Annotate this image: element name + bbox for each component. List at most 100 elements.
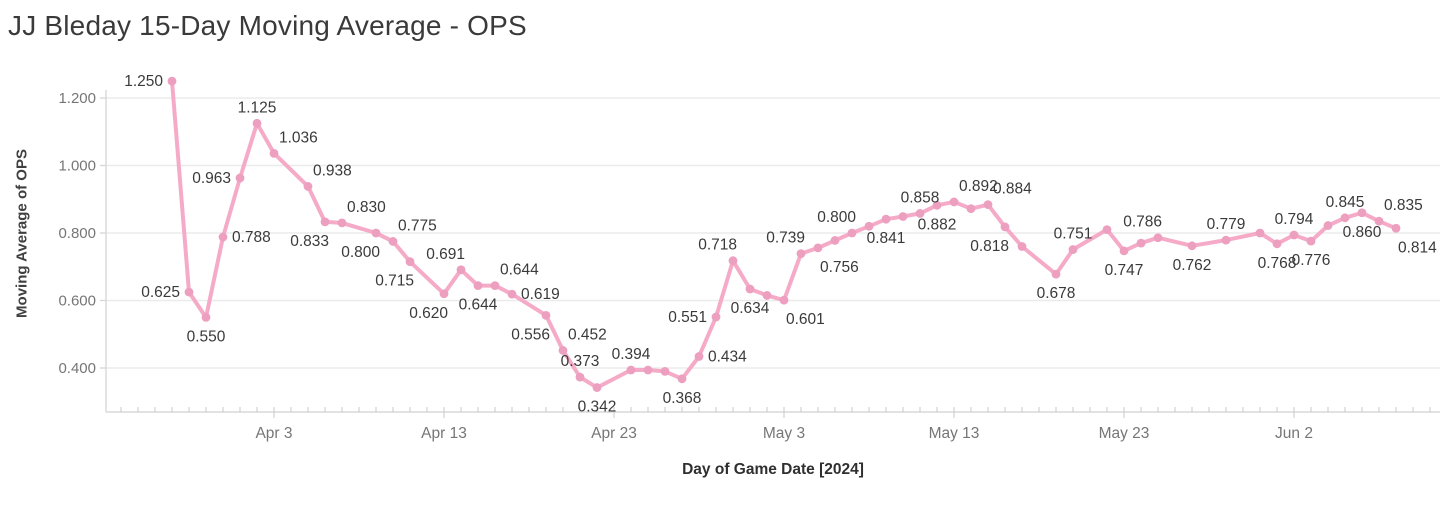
- data-point-label: 0.551: [668, 309, 707, 326]
- data-point-marker[interactable]: [184, 287, 194, 297]
- data-point-marker[interactable]: [813, 243, 823, 253]
- data-point-marker[interactable]: [235, 173, 245, 183]
- data-point-marker[interactable]: [949, 197, 959, 207]
- x-axis-title: Day of Game Date [2024]: [682, 461, 864, 478]
- data-point-label: 0.550: [187, 328, 226, 345]
- x-tick-label: May 23: [1099, 425, 1150, 442]
- x-tick-label: May 13: [929, 425, 980, 442]
- data-point-marker[interactable]: [1374, 216, 1384, 226]
- data-point-marker[interactable]: [762, 291, 772, 300]
- data-point-marker[interactable]: [1255, 228, 1265, 238]
- data-point-marker[interactable]: [847, 228, 857, 238]
- data-point-label: 0.938: [313, 162, 352, 179]
- data-point-marker[interactable]: [864, 221, 874, 231]
- data-point-label: 0.884: [993, 181, 1032, 198]
- x-tick-label: Apr 3: [255, 425, 292, 442]
- data-point-marker[interactable]: [1272, 239, 1282, 249]
- data-point-label: 0.718: [698, 237, 737, 254]
- data-point-marker[interactable]: [269, 148, 279, 158]
- data-point-marker[interactable]: [932, 200, 942, 210]
- data-point-marker[interactable]: [507, 289, 517, 299]
- data-point-label: 0.800: [817, 209, 856, 226]
- data-point-marker[interactable]: [252, 118, 262, 128]
- data-point-marker[interactable]: [1323, 221, 1333, 230]
- data-point-marker[interactable]: [456, 265, 466, 275]
- x-tick-label: Apr 23: [591, 425, 637, 442]
- data-point-marker[interactable]: [694, 352, 704, 361]
- data-point-marker[interactable]: [643, 365, 653, 375]
- data-point-marker[interactable]: [167, 76, 177, 86]
- data-point-marker[interactable]: [1221, 235, 1231, 245]
- data-point-marker[interactable]: [1051, 269, 1061, 279]
- data-point-marker[interactable]: [1000, 222, 1010, 232]
- data-point-marker[interactable]: [1119, 246, 1129, 256]
- data-point-marker[interactable]: [898, 212, 908, 221]
- data-point-label: 0.756: [820, 259, 859, 276]
- data-point-label: 0.841: [867, 230, 906, 247]
- y-tick-label: 1.000: [58, 158, 96, 175]
- data-point-marker[interactable]: [728, 256, 738, 266]
- y-tick-label: 0.800: [58, 225, 96, 242]
- data-point-marker[interactable]: [983, 200, 993, 210]
- data-point-marker[interactable]: [1340, 213, 1350, 223]
- data-point-marker[interactable]: [1391, 223, 1401, 233]
- data-point-marker[interactable]: [660, 366, 670, 376]
- data-point-marker[interactable]: [677, 374, 687, 384]
- data-point-label: 0.342: [578, 399, 617, 416]
- data-point-marker[interactable]: [1289, 230, 1299, 240]
- data-point-label: 0.882: [918, 216, 957, 233]
- data-point-label: 0.768: [1258, 255, 1297, 272]
- data-point-marker[interactable]: [388, 237, 398, 246]
- data-point-marker[interactable]: [337, 218, 347, 228]
- y-tick-label: 0.400: [58, 360, 96, 377]
- data-point-marker[interactable]: [1102, 225, 1112, 235]
- data-point-marker[interactable]: [473, 281, 483, 291]
- data-point-marker[interactable]: [745, 284, 755, 294]
- data-point-label: 0.786: [1123, 214, 1162, 231]
- data-point-marker[interactable]: [490, 281, 500, 291]
- data-point-marker[interactable]: [541, 310, 551, 320]
- data-point-marker[interactable]: [966, 204, 976, 214]
- data-point-marker[interactable]: [405, 257, 415, 267]
- data-point-marker[interactable]: [1306, 236, 1316, 246]
- data-point-label: 0.368: [663, 390, 702, 407]
- data-point-label: 1.125: [238, 99, 277, 116]
- data-point-marker[interactable]: [1153, 233, 1163, 243]
- data-point-label: 0.625: [141, 284, 180, 301]
- data-point-marker[interactable]: [626, 365, 636, 375]
- data-point-marker[interactable]: [1187, 241, 1197, 251]
- data-point-marker[interactable]: [796, 249, 806, 258]
- data-point-marker[interactable]: [218, 232, 228, 242]
- data-point-marker[interactable]: [439, 289, 449, 299]
- data-point-marker[interactable]: [371, 228, 381, 238]
- data-point-label: 0.779: [1207, 216, 1246, 233]
- data-point-label: 0.678: [1037, 285, 1076, 302]
- data-point-label: 0.775: [398, 217, 437, 234]
- data-point-marker[interactable]: [881, 214, 891, 224]
- data-point-marker[interactable]: [558, 346, 568, 355]
- data-point-label: 0.818: [970, 238, 1009, 255]
- x-tick-label: May 3: [763, 425, 805, 442]
- data-point-marker[interactable]: [830, 236, 840, 245]
- data-point-marker[interactable]: [711, 312, 721, 322]
- data-point-marker[interactable]: [779, 295, 789, 305]
- data-point-marker[interactable]: [201, 312, 211, 322]
- data-point-marker[interactable]: [320, 217, 330, 227]
- data-point-label: 0.858: [901, 189, 940, 206]
- data-point-marker[interactable]: [1017, 242, 1027, 251]
- data-point-marker[interactable]: [575, 372, 585, 382]
- data-point-marker[interactable]: [915, 209, 925, 218]
- data-point-marker[interactable]: [303, 182, 313, 191]
- data-point-marker[interactable]: [592, 383, 602, 392]
- data-point-marker[interactable]: [1357, 208, 1367, 218]
- data-point-label: 0.794: [1275, 211, 1314, 228]
- data-point-label: 0.620: [409, 305, 448, 322]
- x-tick-label: Apr 13: [421, 425, 467, 442]
- y-tick-label: 0.600: [58, 293, 96, 310]
- data-point-marker[interactable]: [1068, 245, 1078, 254]
- data-point-marker[interactable]: [1136, 238, 1146, 248]
- data-point-label: 0.830: [347, 199, 386, 216]
- data-point-label: 0.835: [1384, 197, 1423, 214]
